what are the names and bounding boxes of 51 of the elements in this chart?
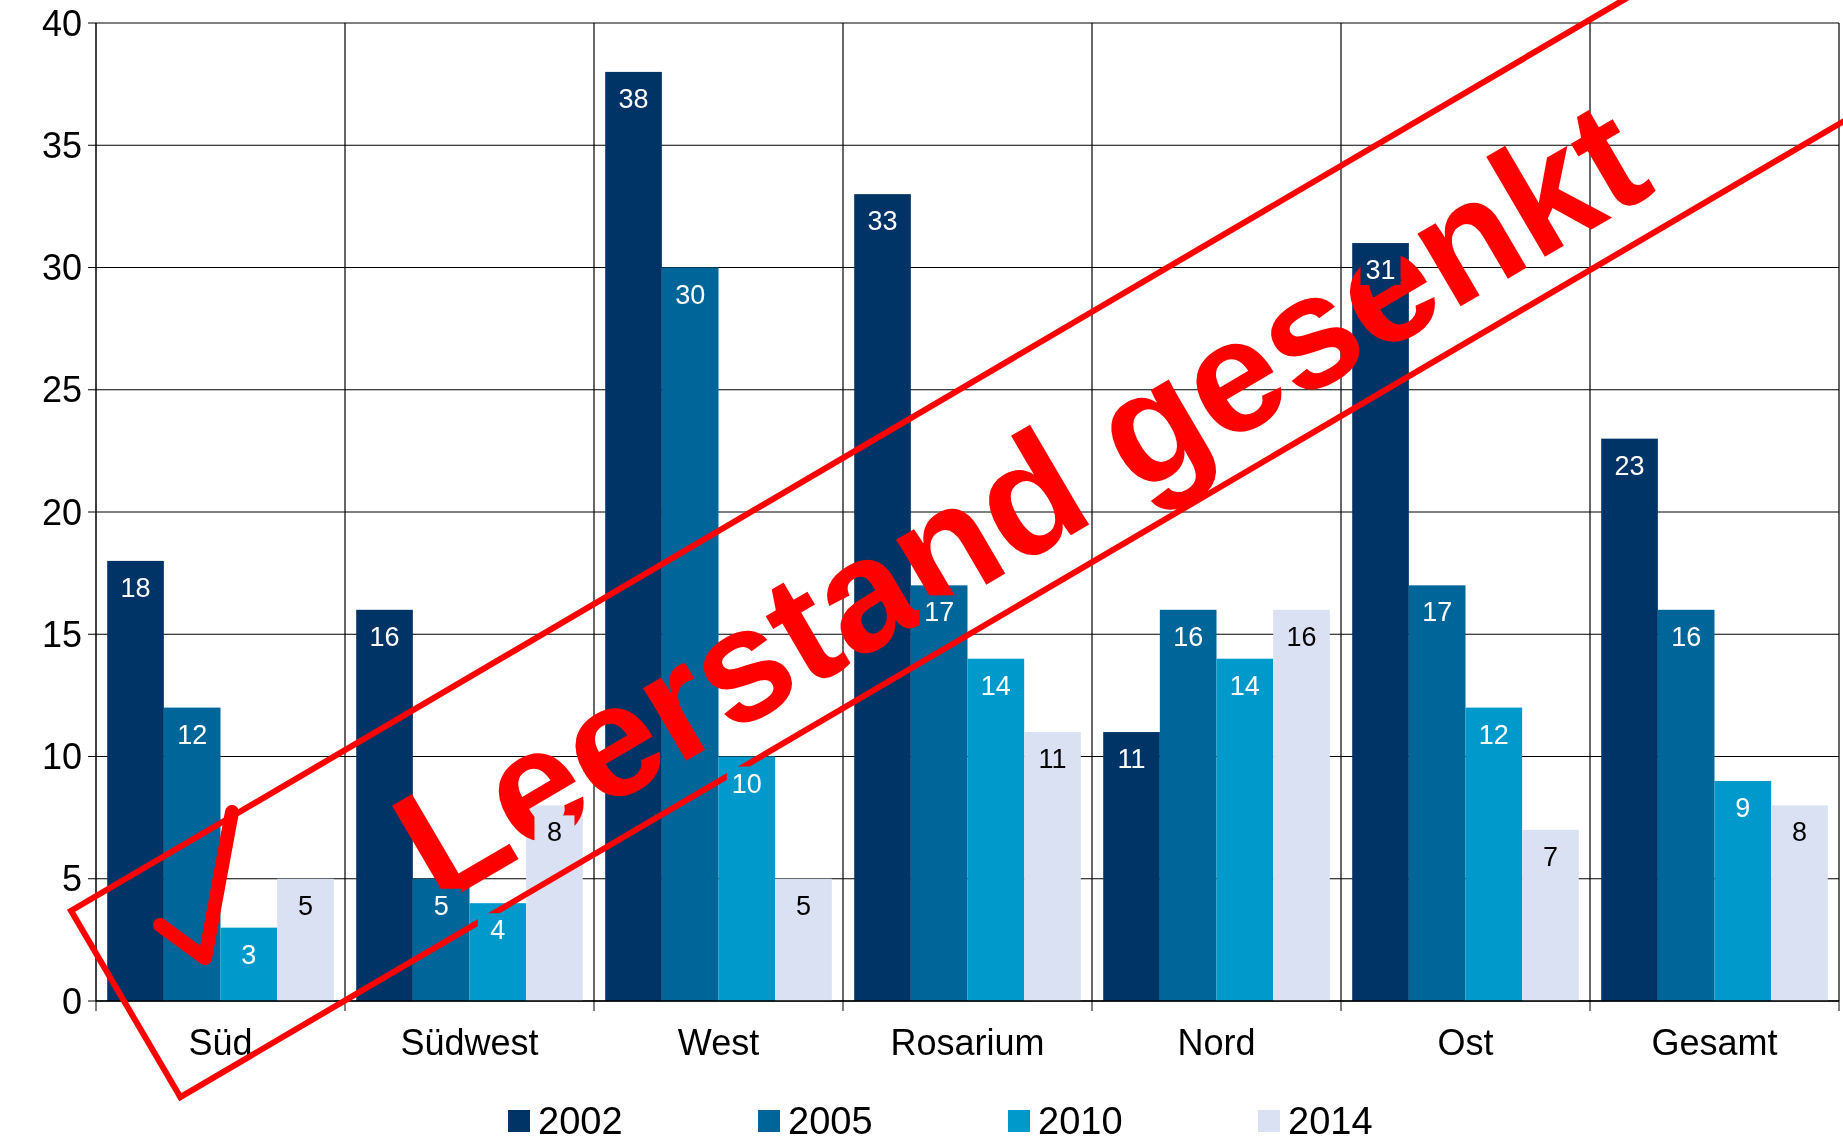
bar — [1273, 609, 1330, 1001]
data-label: 11 — [1117, 744, 1146, 775]
data-label: 16 — [1286, 621, 1317, 652]
y-tick-label: 20 — [41, 491, 82, 533]
x-tick-label: Rosarium — [890, 1022, 1045, 1063]
y-tick-label: 35 — [41, 124, 82, 166]
data-label: 14 — [1229, 670, 1260, 701]
data-label: 8 — [1791, 817, 1807, 848]
bar — [1714, 780, 1772, 1001]
y-tick-label: 15 — [41, 613, 82, 655]
data-label: 38 — [618, 83, 649, 114]
data-label: 3 — [241, 939, 257, 970]
data-label: 16 — [1173, 621, 1204, 652]
data-label: 17 — [1422, 597, 1453, 628]
legend-label: 2014 — [1288, 1100, 1373, 1142]
bar — [1657, 609, 1715, 1001]
y-tick-label: 30 — [41, 247, 82, 289]
y-tick-label: 25 — [41, 369, 82, 411]
y-tick-label: 10 — [41, 736, 82, 778]
data-label: 16 — [1671, 621, 1702, 652]
data-label: 12 — [177, 719, 208, 750]
legend-label: 2005 — [788, 1100, 873, 1142]
data-label: 5 — [433, 890, 449, 921]
bar — [1216, 658, 1274, 1001]
bar — [1771, 805, 1828, 1001]
data-label: 9 — [1735, 792, 1751, 823]
bar — [1103, 732, 1160, 1001]
x-tick-label: Süd — [188, 1022, 253, 1063]
data-label: 4 — [490, 915, 506, 946]
bar — [1159, 609, 1217, 1001]
x-tick-label: Gesamt — [1651, 1022, 1778, 1063]
data-label: 12 — [1478, 719, 1509, 750]
data-label: 7 — [1542, 841, 1558, 872]
data-label: 18 — [120, 572, 151, 603]
x-tick-label: Ost — [1437, 1022, 1494, 1063]
bar — [107, 560, 164, 1001]
data-label: 33 — [867, 206, 898, 237]
x-tick-label: Südwest — [400, 1022, 539, 1063]
legend-label: 2010 — [1038, 1100, 1123, 1142]
data-label: 5 — [297, 890, 313, 921]
x-tick-label: Nord — [1177, 1022, 1256, 1063]
bar — [1465, 707, 1523, 1001]
y-tick-label: 5 — [61, 858, 82, 900]
y-tick-label: 40 — [41, 2, 82, 44]
bar — [1408, 585, 1466, 1001]
data-label: 30 — [675, 279, 706, 310]
bar — [1522, 829, 1579, 1001]
y-tick-label: 0 — [61, 980, 82, 1022]
x-tick-label: West — [677, 1022, 760, 1063]
legend-label: 2002 — [538, 1100, 623, 1142]
data-label: 5 — [795, 890, 811, 921]
